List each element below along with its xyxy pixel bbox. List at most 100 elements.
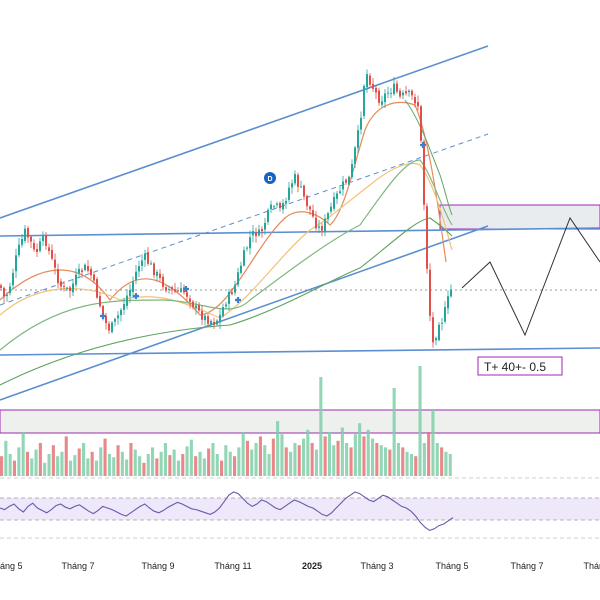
volume-bar	[8, 454, 12, 476]
candle-body	[48, 247, 50, 251]
x-tick-label: 2025	[302, 561, 322, 571]
candle-body	[168, 289, 170, 291]
candle-body	[207, 316, 209, 324]
candle-body	[108, 323, 110, 331]
candle-body	[267, 209, 269, 222]
volume-bar	[405, 451, 409, 476]
volume-bar	[30, 458, 34, 476]
candle-body	[405, 91, 407, 94]
volume-bar	[448, 454, 452, 476]
volume-bar	[211, 443, 215, 476]
x-tick-label: Tháng 9	[141, 561, 174, 571]
volume-bar	[51, 445, 55, 476]
x-tick-label: Tháng 5	[435, 561, 468, 571]
candle-body	[228, 291, 230, 304]
candle-body	[96, 278, 98, 298]
candle-body	[291, 183, 293, 188]
candlestick-series	[0, 69, 452, 348]
candle-body	[63, 286, 65, 288]
candle-body	[429, 269, 431, 316]
volume-bar	[409, 454, 413, 476]
candle-body	[273, 206, 275, 208]
annotation-box	[477, 356, 563, 376]
volume-bar	[82, 443, 86, 476]
x-tick-label: Tháng 11	[214, 561, 251, 571]
candle-body	[0, 285, 2, 288]
candle-body	[333, 197, 335, 209]
volume-bar	[125, 459, 129, 476]
volume-bar	[189, 439, 193, 476]
volume-bar	[375, 443, 379, 476]
candle-body	[360, 117, 362, 130]
candle-body	[420, 106, 422, 141]
volume-bar	[440, 447, 444, 476]
volume-bar	[371, 438, 375, 476]
candle-body	[24, 228, 26, 241]
candle-body	[417, 101, 419, 107]
x-tick-label: Tháng 7	[61, 561, 94, 571]
horizontal-resistance-line	[0, 227, 600, 237]
candle-body	[42, 236, 44, 242]
candle-body	[177, 290, 179, 292]
candle-body	[414, 97, 416, 104]
candle-body	[339, 191, 341, 193]
horizontal-support-line	[0, 347, 600, 356]
volume-bar	[245, 440, 249, 476]
volume-bar	[112, 457, 116, 476]
candle-body	[246, 247, 248, 249]
candle-body	[432, 317, 434, 343]
candle-body	[222, 307, 224, 317]
candle-body	[444, 306, 446, 322]
cross-marker	[183, 286, 189, 292]
projection-path	[461, 216, 600, 337]
candle-body	[255, 232, 257, 237]
candle-body	[345, 179, 347, 183]
candle-body	[153, 263, 155, 276]
volume-bar	[163, 443, 167, 476]
candle-body	[408, 90, 410, 93]
volume-bar	[133, 449, 137, 476]
volume-bar	[366, 429, 370, 476]
volume-bar	[43, 462, 47, 476]
candle-body	[351, 164, 353, 178]
volume-bar	[60, 451, 64, 476]
candle-body	[180, 288, 182, 292]
volume-bar	[384, 447, 388, 476]
candle-body	[93, 274, 95, 281]
volume-bar	[319, 377, 323, 476]
x-tick-label: Tháng 5	[0, 561, 23, 571]
candle-body	[447, 296, 449, 309]
x-tick-label: Tháng 7	[510, 561, 543, 571]
candle-body	[279, 202, 281, 209]
candle-body	[375, 87, 377, 93]
volume-series	[0, 366, 452, 476]
candle-body	[126, 295, 128, 306]
candle-body	[321, 226, 323, 231]
volume-bar	[47, 454, 51, 476]
volume-bar	[120, 451, 124, 476]
candle-body	[27, 228, 29, 238]
volume-bar	[220, 460, 224, 476]
dividend-marker-icon[interactable]	[264, 172, 276, 184]
candle-body	[423, 141, 425, 205]
candle-body	[15, 255, 17, 272]
candle-body	[309, 206, 311, 210]
volume-bar	[202, 458, 206, 476]
candle-body	[240, 265, 242, 273]
candle-body	[366, 74, 368, 88]
upper-channel-line	[0, 45, 489, 219]
volume-bar	[401, 447, 405, 476]
ma-long-green-line	[0, 159, 453, 351]
candle-body	[57, 269, 59, 284]
volume-bar	[185, 446, 189, 476]
trend-lines	[0, 45, 600, 401]
candle-body	[39, 241, 41, 251]
volume-bar	[379, 445, 383, 476]
candle-body	[60, 281, 62, 287]
candle-body	[189, 298, 191, 302]
volume-bar	[138, 456, 142, 476]
candle-body	[336, 193, 338, 199]
volume-bar	[194, 456, 198, 476]
volume-bar	[422, 443, 426, 476]
volume-bar	[362, 436, 366, 476]
